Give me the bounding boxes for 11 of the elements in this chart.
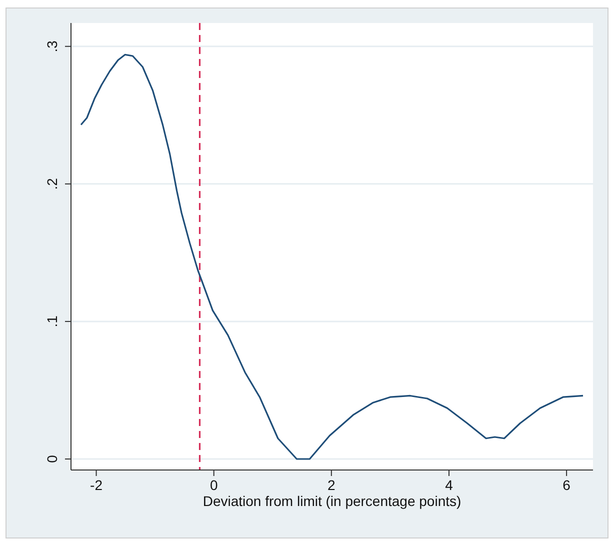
y-tick-label: .3 xyxy=(44,40,60,52)
x-tick-label: 2 xyxy=(328,477,336,493)
y-tick-label: .2 xyxy=(44,178,60,190)
x-tick-label: -2 xyxy=(90,477,103,493)
line-series xyxy=(80,54,584,460)
x-axis-title: Deviation from limit (in percentage points) xyxy=(202,493,462,509)
y-tick-label: .1 xyxy=(44,315,60,328)
y-tick-label: 0 xyxy=(44,454,60,463)
x-tick-label: 6 xyxy=(562,477,571,493)
x-tick-label: 4 xyxy=(445,477,454,493)
x-tick-label: 0 xyxy=(210,477,218,493)
